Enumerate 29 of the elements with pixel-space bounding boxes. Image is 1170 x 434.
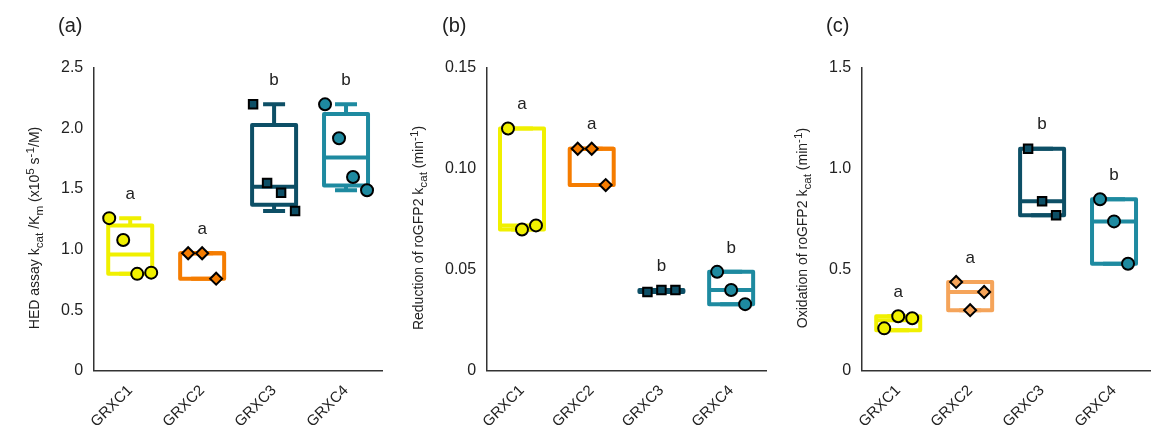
chart-title: (a) (58, 13, 83, 36)
annotation: b (1037, 114, 1047, 134)
y-tick-label: 0.5 (60, 300, 84, 318)
annotation: a (197, 218, 208, 238)
y-tick-label: 0.15 (445, 58, 477, 76)
y-tick-label: 1.5 (828, 58, 852, 76)
annotation: a (586, 114, 597, 134)
annotation: a (125, 183, 136, 203)
y-tick-label: 1.5 (60, 179, 84, 197)
annotation: b (269, 70, 279, 90)
y-tick-label: 2.0 (60, 118, 84, 136)
y-tick-label: 1.0 (828, 159, 852, 177)
chart-title: (b) (442, 13, 467, 36)
y-tick-label: 0.10 (445, 159, 477, 177)
chart-title: (c) (826, 13, 850, 36)
annotation: b (656, 255, 667, 275)
y-tick-label: 0 (467, 361, 477, 379)
y-tick-label: 2.5 (60, 58, 84, 76)
y-tick-label: 0.5 (828, 260, 852, 278)
annotation: b (341, 70, 351, 90)
y-tick-label: 0 (74, 361, 84, 379)
y-tick-label: 0 (842, 361, 852, 379)
annotation: a (965, 247, 976, 267)
y-tick-label: 0.05 (445, 260, 477, 278)
annotation: a (517, 94, 528, 114)
annotation: b (1109, 164, 1119, 184)
annotation: a (893, 281, 904, 301)
y-tick-label: 1.0 (60, 240, 84, 258)
annotation: b (726, 237, 736, 257)
